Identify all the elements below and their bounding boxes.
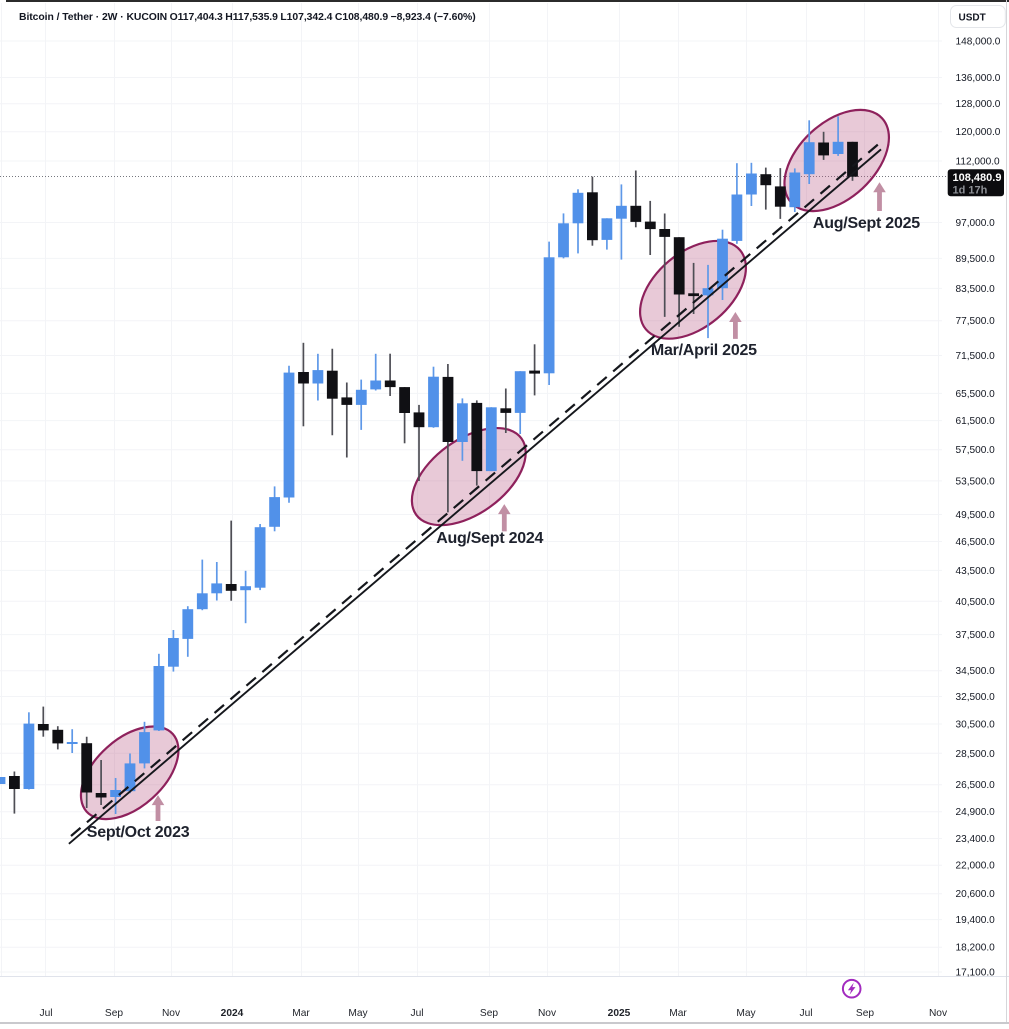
svg-text:Nov: Nov [162, 1008, 181, 1019]
svg-text:23,400.0: 23,400.0 [956, 834, 996, 845]
svg-text:30,500.0: 30,500.0 [956, 720, 996, 731]
svg-text:Jul: Jul [410, 1008, 423, 1019]
svg-text:Sept/Oct 2023: Sept/Oct 2023 [87, 824, 190, 841]
svg-text:Nov: Nov [929, 1008, 948, 1019]
svg-text:20,600.0: 20,600.0 [956, 889, 996, 900]
svg-text:61,500.0: 61,500.0 [956, 416, 996, 427]
svg-text:2025: 2025 [608, 1008, 631, 1019]
svg-text:43,500.0: 43,500.0 [956, 566, 996, 577]
svg-text:26,500.0: 26,500.0 [956, 780, 996, 791]
svg-text:Bitcoin / Tether · 2W · KUCOIN: Bitcoin / Tether · 2W · KUCOIN O117,404.… [19, 12, 476, 23]
svg-text:USDT: USDT [959, 12, 986, 23]
svg-text:37,500.0: 37,500.0 [956, 630, 996, 641]
svg-text:Aug/Sept 2025: Aug/Sept 2025 [813, 215, 920, 232]
svg-text:112,000.0: 112,000.0 [956, 157, 1001, 168]
svg-text:Nov: Nov [538, 1008, 557, 1019]
svg-text:148,000.0: 148,000.0 [956, 37, 1001, 48]
svg-text:77,500.0: 77,500.0 [956, 316, 996, 327]
svg-text:89,500.0: 89,500.0 [956, 254, 996, 265]
svg-text:17,100.0: 17,100.0 [956, 968, 996, 979]
svg-text:2024: 2024 [221, 1008, 244, 1019]
svg-text:108,480.9: 108,480.9 [953, 172, 1002, 184]
svg-text:Sep: Sep [105, 1008, 123, 1019]
svg-text:Mar: Mar [292, 1008, 310, 1019]
svg-text:Jul: Jul [39, 1008, 52, 1019]
svg-text:Mar: Mar [669, 1008, 687, 1019]
svg-text:34,500.0: 34,500.0 [956, 666, 996, 677]
svg-text:18,200.0: 18,200.0 [956, 943, 996, 954]
svg-text:22,000.0: 22,000.0 [956, 861, 996, 872]
svg-text:19,400.0: 19,400.0 [956, 915, 996, 926]
svg-text:1d 17h: 1d 17h [953, 185, 988, 197]
svg-text:Aug/Sept 2024: Aug/Sept 2024 [436, 530, 543, 547]
svg-text:24,900.0: 24,900.0 [956, 807, 996, 818]
svg-text:53,500.0: 53,500.0 [956, 476, 996, 487]
svg-text:49,500.0: 49,500.0 [956, 510, 996, 521]
svg-text:40,500.0: 40,500.0 [956, 597, 996, 608]
svg-text:Sep: Sep [480, 1008, 498, 1019]
svg-text:97,000.0: 97,000.0 [956, 218, 996, 229]
svg-text:128,000.0: 128,000.0 [956, 99, 1001, 110]
svg-text:71,500.0: 71,500.0 [956, 351, 996, 362]
svg-text:Mar/April 2025: Mar/April 2025 [651, 342, 757, 359]
svg-text:83,500.0: 83,500.0 [956, 284, 996, 295]
svg-text:65,500.0: 65,500.0 [956, 389, 996, 400]
svg-text:Jul: Jul [799, 1008, 812, 1019]
svg-text:28,500.0: 28,500.0 [956, 749, 996, 760]
svg-text:May: May [736, 1008, 756, 1019]
svg-text:Sep: Sep [856, 1008, 874, 1019]
svg-text:136,000.0: 136,000.0 [956, 73, 1001, 84]
svg-text:May: May [348, 1008, 368, 1019]
svg-text:57,500.0: 57,500.0 [956, 445, 996, 456]
svg-text:46,500.0: 46,500.0 [956, 537, 996, 548]
svg-text:120,000.0: 120,000.0 [956, 127, 1001, 138]
svg-text:32,500.0: 32,500.0 [956, 692, 996, 703]
